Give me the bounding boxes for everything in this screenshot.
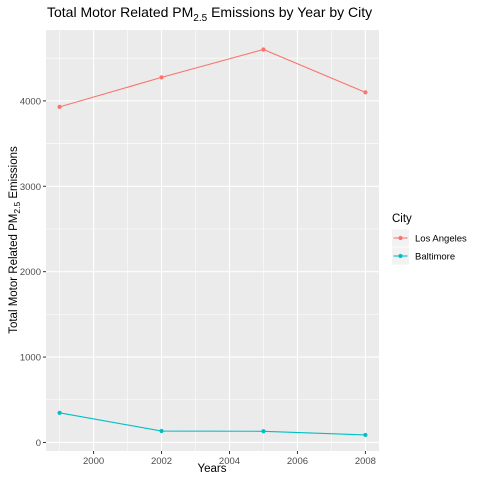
data-point-baltimore: [159, 429, 163, 433]
y-axis-title-subscript: 2.5: [12, 202, 22, 214]
data-point-baltimore: [57, 411, 61, 415]
legend: City Los Angeles Baltimore: [392, 213, 467, 265]
chart-title-main: Total Motor Related PM: [47, 4, 193, 20]
chart-title-suffix: Emissions by Year by City: [207, 4, 372, 20]
data-point-los-angeles: [261, 47, 265, 51]
y-tick-label: 0: [36, 438, 41, 449]
x-axis: 2000 2002 2004 2006 2008: [83, 451, 376, 467]
x-tick-label: 2002: [151, 456, 172, 467]
legend-label-baltimore: Baltimore: [415, 252, 455, 263]
x-tick-label: 2006: [287, 456, 308, 467]
legend-key-point: [398, 236, 402, 240]
x-axis-title: Years: [198, 463, 227, 475]
data-point-los-angeles: [363, 90, 367, 94]
y-axis-title: Total Motor Related PM2.5 Emissions: [8, 146, 22, 334]
chart-title: Total Motor Related PM2.5 Emissions by Y…: [47, 4, 372, 24]
legend-label-los-angeles: Los Angeles: [415, 234, 467, 245]
y-axis-title-main: Total Motor Related PM: [8, 214, 20, 334]
data-point-baltimore: [261, 429, 265, 433]
chart-title-subscript: 2.5: [193, 13, 207, 24]
data-point-los-angeles: [57, 105, 61, 109]
y-tick-label: 1000: [20, 353, 41, 364]
plot-panel: [46, 30, 379, 451]
legend-key-los-angeles: [392, 230, 409, 247]
data-point-los-angeles: [159, 75, 163, 79]
legend-title: City: [392, 213, 412, 225]
legend-key-point: [398, 254, 402, 258]
y-tick-label: 3000: [20, 182, 41, 193]
x-tick-label: 2000: [83, 456, 104, 467]
y-tick-label: 2000: [20, 267, 41, 278]
y-tick-label: 4000: [20, 96, 41, 107]
data-point-baltimore: [363, 433, 367, 437]
legend-items: Los Angeles Baltimore: [392, 230, 467, 265]
legend-key-baltimore: [392, 248, 409, 265]
y-axis: 0 1000 2000 3000 4000: [20, 96, 46, 449]
y-axis-title-suffix: Emissions: [8, 146, 20, 202]
x-tick-label: 2008: [355, 456, 376, 467]
